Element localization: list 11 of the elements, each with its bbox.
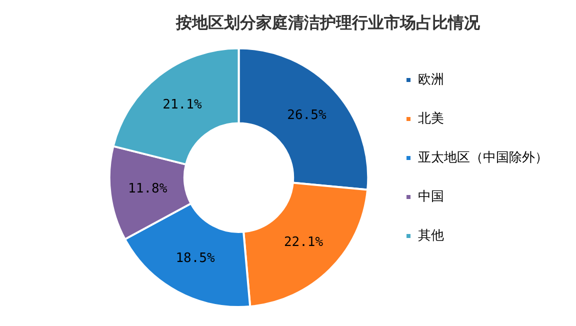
legend-label: 亚太地区（中国除外） — [418, 150, 548, 166]
data-label: 22.1% — [284, 235, 324, 250]
legend-label: 北美 — [418, 110, 444, 126]
legend-label: 中国 — [418, 189, 444, 204]
legend-label: 欧洲 — [418, 72, 444, 88]
legend-label: 其他 — [418, 228, 444, 244]
data-label: 26.5% — [287, 108, 326, 124]
data-label: 18.5% — [176, 250, 215, 266]
data-label: 21.1% — [162, 98, 202, 113]
chart-title: 按地区划分家庭清洁护理行业市场占比情况 — [175, 12, 481, 32]
data-label: 11.8% — [128, 181, 168, 196]
